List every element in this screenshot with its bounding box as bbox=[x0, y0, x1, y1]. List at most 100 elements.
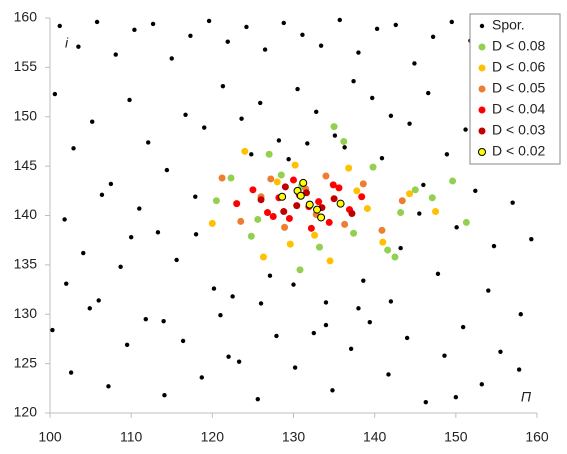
point bbox=[230, 294, 235, 299]
point bbox=[206, 18, 212, 24]
point bbox=[378, 226, 386, 234]
point bbox=[286, 240, 294, 248]
point bbox=[277, 171, 285, 179]
point bbox=[367, 319, 372, 325]
point bbox=[432, 208, 440, 216]
point bbox=[226, 354, 231, 359]
y-tick-label: 140 bbox=[14, 206, 38, 222]
point bbox=[292, 365, 298, 370]
point bbox=[359, 180, 367, 188]
point bbox=[412, 61, 417, 66]
point bbox=[491, 243, 497, 249]
point bbox=[351, 79, 356, 84]
point bbox=[150, 21, 156, 27]
point bbox=[155, 230, 161, 235]
point bbox=[146, 140, 151, 145]
y-tick-label: 120 bbox=[14, 404, 38, 420]
point bbox=[218, 313, 223, 318]
point bbox=[137, 206, 142, 211]
x-axis-label: Π bbox=[521, 389, 532, 405]
point bbox=[161, 318, 166, 324]
point bbox=[169, 56, 174, 61]
point bbox=[227, 174, 235, 182]
point bbox=[307, 224, 315, 232]
point bbox=[64, 281, 69, 286]
point bbox=[241, 147, 249, 155]
point bbox=[423, 399, 429, 405]
point bbox=[193, 232, 199, 237]
point bbox=[233, 200, 241, 208]
point bbox=[143, 316, 148, 322]
point bbox=[68, 370, 74, 375]
point bbox=[426, 90, 431, 96]
point bbox=[342, 145, 347, 150]
point bbox=[388, 113, 394, 118]
point bbox=[337, 17, 342, 23]
point bbox=[300, 32, 305, 37]
point bbox=[311, 231, 319, 239]
legend-label: D < 0.03 bbox=[492, 122, 546, 138]
point bbox=[311, 330, 316, 336]
point bbox=[183, 112, 188, 117]
point bbox=[290, 176, 297, 184]
point bbox=[265, 150, 273, 158]
point bbox=[90, 119, 95, 124]
point bbox=[369, 163, 377, 171]
point bbox=[291, 161, 299, 169]
point bbox=[407, 121, 412, 126]
point bbox=[218, 174, 226, 182]
point bbox=[388, 299, 394, 304]
point bbox=[99, 192, 105, 197]
point bbox=[384, 246, 392, 254]
point bbox=[463, 127, 468, 132]
legend-label: D < 0.04 bbox=[492, 101, 546, 117]
x-tick-label: 140 bbox=[363, 429, 387, 445]
x-tick-label: 130 bbox=[282, 429, 306, 445]
point bbox=[258, 301, 264, 306]
y-tick-label: 145 bbox=[14, 157, 38, 173]
point bbox=[108, 181, 114, 187]
point bbox=[341, 220, 349, 228]
point bbox=[336, 199, 345, 208]
point bbox=[332, 133, 338, 138]
point bbox=[257, 196, 265, 204]
point bbox=[516, 367, 522, 372]
point bbox=[356, 50, 361, 55]
point bbox=[193, 194, 198, 199]
point bbox=[305, 141, 310, 146]
point bbox=[280, 208, 288, 216]
point bbox=[518, 312, 523, 317]
point bbox=[529, 237, 534, 242]
point bbox=[220, 83, 226, 89]
point bbox=[460, 324, 466, 330]
x-tick-label: 160 bbox=[525, 429, 549, 445]
point bbox=[262, 47, 268, 52]
point bbox=[335, 184, 343, 192]
point bbox=[81, 250, 86, 256]
point bbox=[435, 271, 441, 276]
point bbox=[363, 205, 371, 213]
point bbox=[498, 349, 503, 354]
point bbox=[249, 186, 257, 194]
point bbox=[295, 86, 300, 92]
point bbox=[259, 253, 267, 261]
point bbox=[318, 43, 324, 48]
point bbox=[340, 137, 348, 145]
point bbox=[379, 156, 385, 161]
point bbox=[397, 209, 405, 217]
point bbox=[50, 327, 55, 333]
point bbox=[313, 205, 322, 214]
point bbox=[323, 322, 329, 328]
point bbox=[345, 164, 353, 172]
y-axis-label: i bbox=[65, 35, 69, 51]
point bbox=[96, 298, 101, 303]
point bbox=[398, 245, 403, 251]
point bbox=[386, 372, 391, 377]
point bbox=[267, 273, 273, 278]
point bbox=[421, 182, 426, 188]
point bbox=[302, 189, 310, 197]
point bbox=[305, 200, 314, 209]
point bbox=[249, 152, 254, 157]
point bbox=[286, 157, 291, 162]
